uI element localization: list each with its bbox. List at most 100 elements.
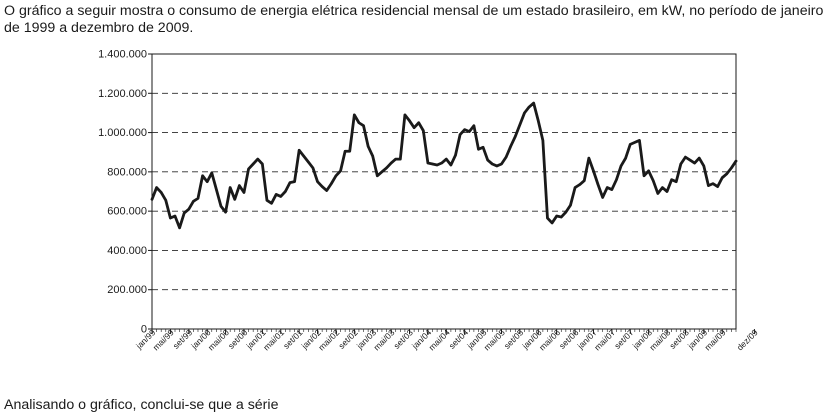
- data-point: [560, 215, 563, 219]
- data-point: [601, 196, 604, 199]
- data-point: [353, 113, 356, 117]
- data-point: [702, 164, 706, 168]
- data-point: [583, 179, 586, 182]
- data-point: [394, 157, 397, 161]
- data-point: [150, 198, 154, 201]
- y-tick-label: 600.000: [107, 206, 147, 218]
- data-point: [242, 191, 246, 194]
- data-point: [210, 171, 213, 175]
- data-point: [302, 154, 305, 158]
- data-point: [311, 166, 315, 170]
- data-point: [670, 178, 673, 181]
- data-point: [288, 181, 292, 184]
- plot-frame: [151, 53, 737, 330]
- data-point: [440, 161, 443, 165]
- data-point: [606, 186, 609, 189]
- data-point: [596, 183, 600, 186]
- data-point: [362, 124, 365, 127]
- data-point: [334, 174, 338, 177]
- data-point: [431, 162, 434, 166]
- data-point: [458, 133, 462, 136]
- data-point: [330, 182, 333, 185]
- data-point: [389, 161, 393, 165]
- data-point: [178, 226, 181, 230]
- data-point: [224, 210, 227, 214]
- data-point: [665, 190, 669, 193]
- data-point: [164, 199, 167, 202]
- data-point: [454, 153, 457, 157]
- data-point: [399, 157, 402, 161]
- data-point: [417, 121, 420, 124]
- x-tick-label: mai/04: [427, 327, 452, 352]
- data-point: [725, 172, 728, 176]
- x-tick-label: mai/03: [371, 327, 396, 352]
- data-point: [215, 188, 218, 191]
- data-point: [228, 186, 232, 189]
- data-point: [675, 180, 678, 183]
- data-point: [481, 146, 485, 149]
- data-point: [182, 211, 186, 215]
- x-tick-label: set/99: [171, 327, 195, 351]
- data-point: [537, 119, 540, 122]
- data-point: [555, 214, 558, 218]
- data-point: [247, 167, 250, 171]
- data-point: [385, 166, 388, 170]
- series-line: [150, 101, 738, 230]
- x-tick-label: set/04: [447, 327, 471, 351]
- data-point: [343, 150, 347, 153]
- data-point: [624, 156, 627, 160]
- energy-consumption-line-chart: 0 200.000 400.000 600.000 800.000 1.000.000 1.…: [98, 49, 760, 353]
- data-point: [316, 180, 319, 183]
- data-point: [192, 200, 195, 203]
- data-point: [279, 195, 282, 198]
- x-tick-label: mai/00: [206, 327, 231, 352]
- data-point: [661, 186, 664, 189]
- data-point: [688, 158, 692, 162]
- data-point: [325, 189, 328, 192]
- data-point: [472, 124, 476, 127]
- data-point: [495, 164, 499, 168]
- data-point: [357, 121, 361, 124]
- data-point: [573, 186, 577, 189]
- data-point: [261, 162, 264, 166]
- data-point: [546, 216, 549, 220]
- data-point: [219, 205, 223, 208]
- data-point: [403, 113, 407, 117]
- data-point: [592, 169, 595, 173]
- x-tick-label: set/02: [336, 327, 360, 351]
- data-point: [376, 174, 379, 177]
- x-tick-label: set/00: [226, 327, 250, 351]
- x-tick-label: mai/02: [316, 327, 341, 352]
- y-axis-tick-labels: 0 200.000 400.000 600.000 800.000 1.000.000 1.…: [98, 49, 147, 336]
- data-point: [684, 155, 687, 159]
- data-point: [711, 182, 715, 185]
- data-point: [422, 129, 425, 132]
- data-point: [693, 161, 696, 165]
- data-point: [509, 145, 512, 148]
- x-tick-label: mai/08: [647, 327, 672, 352]
- x-tick-label: dez/09: [735, 327, 760, 352]
- data-point: [293, 180, 296, 183]
- y-tick-label: 1.000.000: [98, 127, 147, 139]
- data-point: [523, 111, 526, 115]
- y-tick-label: 200.000: [107, 284, 147, 296]
- question-intro-text: O gráfico a seguir mostra o consumo de e…: [4, 3, 824, 36]
- data-point: [477, 148, 480, 151]
- x-tick-label: mai/09: [703, 327, 728, 352]
- y-tick-label: 800.000: [107, 166, 147, 178]
- data-point: [721, 176, 724, 179]
- data-point: [366, 145, 370, 148]
- data-point: [532, 101, 535, 105]
- data-point: [284, 190, 287, 193]
- data-point: [233, 198, 236, 201]
- data-point: [707, 184, 710, 187]
- data-point: [463, 128, 466, 131]
- data-point: [638, 139, 641, 142]
- data-point: [730, 166, 733, 170]
- data-point: [445, 157, 448, 161]
- data-point: [320, 185, 324, 188]
- data-point: [500, 162, 503, 166]
- series-layer: [150, 101, 738, 230]
- data-point: [160, 191, 163, 194]
- data-point: [380, 170, 384, 174]
